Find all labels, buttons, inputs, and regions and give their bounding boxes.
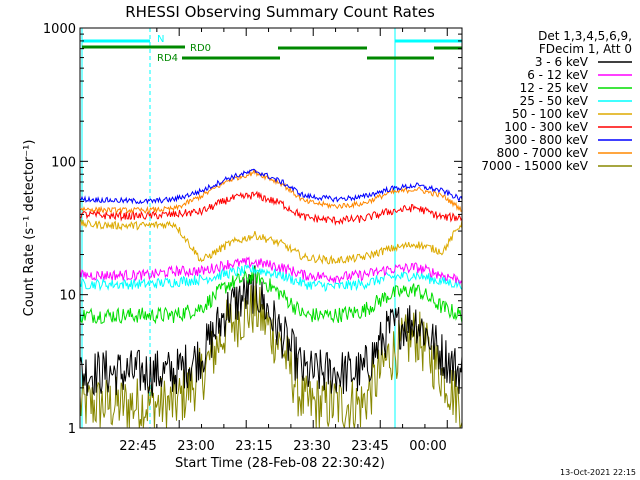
series-line-800-7000-kev — [80, 168, 462, 215]
series-line-3-6-kev — [80, 265, 462, 397]
legend-label: 100 - 300 keV — [504, 120, 588, 134]
x-tick-label: 23:15 — [235, 439, 272, 454]
series-line-25-50-kev — [80, 263, 462, 293]
legend-header-line1: Det 1,3,4,5,6,9, — [538, 29, 632, 43]
series-line-100-300-kev — [80, 190, 462, 226]
legend-label: 25 - 50 keV — [520, 94, 589, 108]
y-axis-label: Count Rate (s⁻¹ detector⁻¹) — [22, 140, 37, 317]
y-axis: 1 10 100 1000 — [43, 22, 462, 437]
legend-label: 6 - 12 keV — [527, 68, 589, 82]
plot-frame — [79, 27, 463, 429]
series-line-7000-15000-kev — [80, 280, 462, 428]
x-axis: 22:45 23:00 23:15 23:30 23:45 00:00 — [119, 28, 448, 454]
x-tick-label: 00:00 — [409, 439, 446, 454]
y-tick-label: 100 — [51, 155, 76, 170]
legend-header-line2: FDecim 1, Att 0 — [539, 42, 632, 56]
footer-timestamp: 13-Oct-2021 22:15 — [560, 468, 636, 477]
legend-label: 12 - 25 keV — [520, 81, 589, 95]
series-line-50-100-kev — [80, 218, 462, 265]
annotation-n: N — [157, 34, 164, 45]
y-tick-label: 1 — [68, 422, 76, 437]
chart-title: RHESSI Observing Summary Count Rates — [125, 3, 435, 21]
y-tick-label: 1000 — [43, 22, 76, 37]
attenuator-bars — [82, 39, 462, 60]
series-line-300-800-kev — [80, 168, 462, 205]
y-tick-label: 10 — [59, 289, 76, 304]
legend-label: 3 - 6 keV — [535, 55, 589, 69]
x-tick-label: 23:45 — [351, 439, 388, 454]
x-axis-label: Start Time (28-Feb-08 22:30:42) — [175, 456, 385, 471]
series-line-6-12-kev — [80, 256, 462, 285]
legend-label: 7000 - 15000 keV — [481, 159, 588, 173]
legend-label: 300 - 800 keV — [504, 133, 588, 147]
x-tick-label: 23:30 — [293, 439, 330, 454]
legend-label: 800 - 7000 keV — [497, 146, 589, 160]
x-tick-label: 22:45 — [119, 439, 156, 454]
series-line-12-25-kev — [80, 267, 462, 325]
legend-label: 50 - 100 keV — [512, 107, 589, 121]
annotation-rd4: RD4 — [157, 53, 178, 64]
x-tick-label: 23:00 — [177, 439, 214, 454]
annotation-rd0: RD0 — [190, 43, 211, 54]
